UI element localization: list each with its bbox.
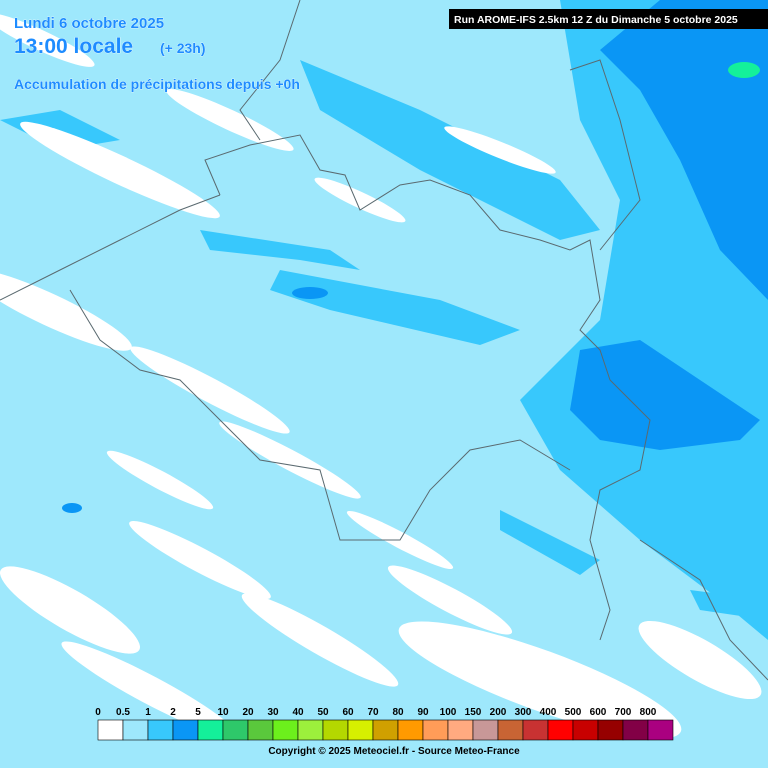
precip-area — [570, 340, 760, 450]
dry-streak — [444, 126, 556, 174]
border — [589, 379, 651, 641]
dry-streak — [166, 89, 294, 151]
legend-swatch — [322, 719, 349, 741]
legend-swatch — [572, 719, 599, 741]
dry-streak — [20, 121, 220, 219]
legend-label: 70 — [367, 707, 379, 718]
legend-swatch — [272, 719, 299, 741]
borders — [0, 0, 768, 681]
precip-band — [200, 230, 360, 270]
legend-swatch — [397, 719, 424, 741]
legend-label: 50 — [317, 707, 329, 718]
dry-streak — [106, 450, 214, 510]
legend-swatch — [197, 719, 224, 741]
legend-label: 300 — [515, 707, 532, 718]
legend-swatch — [247, 719, 274, 741]
border — [639, 539, 768, 681]
legend-swatch — [647, 719, 674, 741]
legend-label: 800 — [640, 707, 657, 718]
precip-band — [270, 270, 520, 345]
legend-label: 500 — [565, 707, 582, 718]
legend-swatch — [447, 719, 474, 741]
legend-swatch — [547, 719, 574, 741]
dry-streak — [0, 566, 141, 654]
legend-label: 80 — [392, 707, 404, 718]
legend-label: 2 — [170, 707, 176, 718]
legend-label: 20 — [242, 707, 254, 718]
legend-label: 600 — [590, 707, 607, 718]
dry-streak — [129, 520, 271, 600]
border — [569, 59, 641, 251]
precip-band — [500, 510, 600, 575]
legend-label: 0 — [95, 707, 101, 718]
legend-label: 30 — [267, 707, 279, 718]
legend-swatch — [622, 719, 649, 741]
legend-label: 400 — [540, 707, 557, 718]
precip-band — [300, 60, 600, 240]
dry-streak — [219, 421, 361, 499]
precip-cell — [728, 62, 760, 78]
forecast-time: 13:00 locale — [14, 35, 133, 58]
dry-streak — [398, 621, 682, 739]
coastline — [0, 194, 221, 301]
legend-swatch — [597, 719, 624, 741]
legend-swatch — [472, 719, 499, 741]
legend-label: 100 — [440, 707, 457, 718]
forecast-date: Lundi 6 octobre 2025 — [14, 15, 164, 32]
legend-label: 0.5 — [116, 707, 130, 718]
legend-label: 90 — [417, 707, 429, 718]
legend-label: 700 — [615, 707, 632, 718]
dry-streak — [0, 13, 95, 67]
dry-streak — [387, 565, 513, 635]
copyright: Copyright © 2025 Meteociel.fr - Source M… — [268, 746, 520, 757]
dry-streak — [61, 641, 239, 739]
precip-area — [600, 0, 768, 300]
legend-label: 1 — [145, 707, 151, 718]
dry-streak — [0, 269, 132, 351]
legend-swatch — [372, 719, 399, 741]
legend-swatch — [147, 719, 174, 741]
dry-streak — [130, 346, 290, 434]
legend-swatch — [122, 719, 149, 741]
precip-cell — [62, 503, 82, 513]
dry-areas — [0, 13, 762, 739]
forecast-offset: (+ 23h) — [160, 40, 206, 56]
coastline — [239, 0, 301, 141]
precip-heavy — [62, 0, 768, 513]
legend-swatch — [347, 719, 374, 741]
run-info: Run AROME-IFS 2.5km 12 Z du Dimanche 5 o… — [454, 14, 738, 26]
legend-swatch — [422, 719, 449, 741]
precip-band — [0, 110, 120, 150]
precip-cell — [292, 287, 328, 299]
legend-label: 150 — [465, 707, 482, 718]
legend-label: 40 — [292, 707, 304, 718]
legend-swatch — [297, 719, 324, 741]
legend-swatch — [97, 719, 124, 741]
legend-swatch — [172, 719, 199, 741]
legend: 0 0.5 1 2 5 10 20 30 40 50 60 70 80 90 100 150 200 300 400… — [95, 707, 674, 741]
dry-streak — [314, 177, 406, 223]
legend-label: 5 — [195, 707, 201, 718]
border — [69, 289, 571, 541]
dry-streak — [241, 593, 399, 687]
legend-label: 60 — [342, 707, 354, 718]
precip-band — [690, 590, 768, 620]
legend-swatch — [222, 719, 249, 741]
run-banner — [449, 9, 768, 29]
border — [204, 134, 611, 381]
legend-swatch — [522, 719, 549, 741]
legend-swatch — [497, 719, 524, 741]
legend-label: 200 — [490, 707, 507, 718]
legend-label: 10 — [217, 707, 229, 718]
product-title: Accumulation de précipitations depuis +0… — [14, 76, 300, 92]
dry-streak — [638, 620, 762, 700]
